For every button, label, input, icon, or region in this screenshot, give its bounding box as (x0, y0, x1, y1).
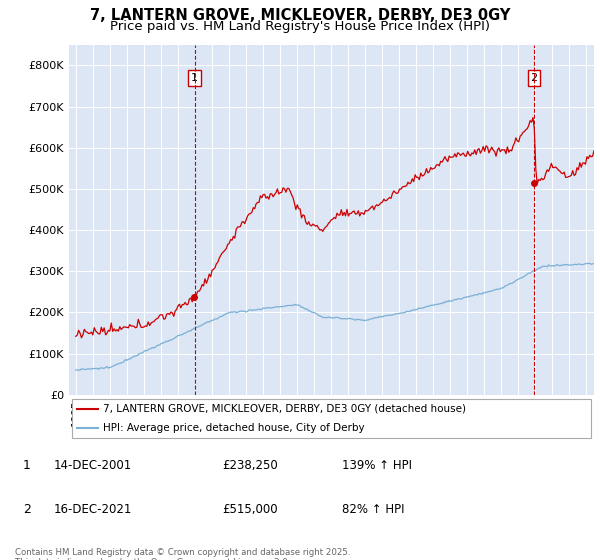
Text: 1: 1 (23, 459, 31, 473)
Text: 7, LANTERN GROVE, MICKLEOVER, DERBY, DE3 0GY (detached house): 7, LANTERN GROVE, MICKLEOVER, DERBY, DE3… (103, 404, 466, 414)
Text: 139% ↑ HPI: 139% ↑ HPI (342, 459, 412, 473)
Text: HPI: Average price, detached house, City of Derby: HPI: Average price, detached house, City… (103, 423, 365, 433)
Text: Price paid vs. HM Land Registry's House Price Index (HPI): Price paid vs. HM Land Registry's House … (110, 20, 490, 33)
Text: 2: 2 (23, 503, 31, 516)
Text: 7, LANTERN GROVE, MICKLEOVER, DERBY, DE3 0GY: 7, LANTERN GROVE, MICKLEOVER, DERBY, DE3… (90, 8, 510, 24)
Text: 16-DEC-2021: 16-DEC-2021 (54, 503, 133, 516)
Text: 2: 2 (530, 73, 538, 83)
Text: 82% ↑ HPI: 82% ↑ HPI (342, 503, 404, 516)
Text: 14-DEC-2001: 14-DEC-2001 (54, 459, 132, 473)
Text: Contains HM Land Registry data © Crown copyright and database right 2025.
This d: Contains HM Land Registry data © Crown c… (15, 548, 350, 560)
FancyBboxPatch shape (71, 399, 592, 438)
Text: 1: 1 (191, 73, 198, 83)
Text: £515,000: £515,000 (222, 503, 278, 516)
Text: £238,250: £238,250 (222, 459, 278, 473)
